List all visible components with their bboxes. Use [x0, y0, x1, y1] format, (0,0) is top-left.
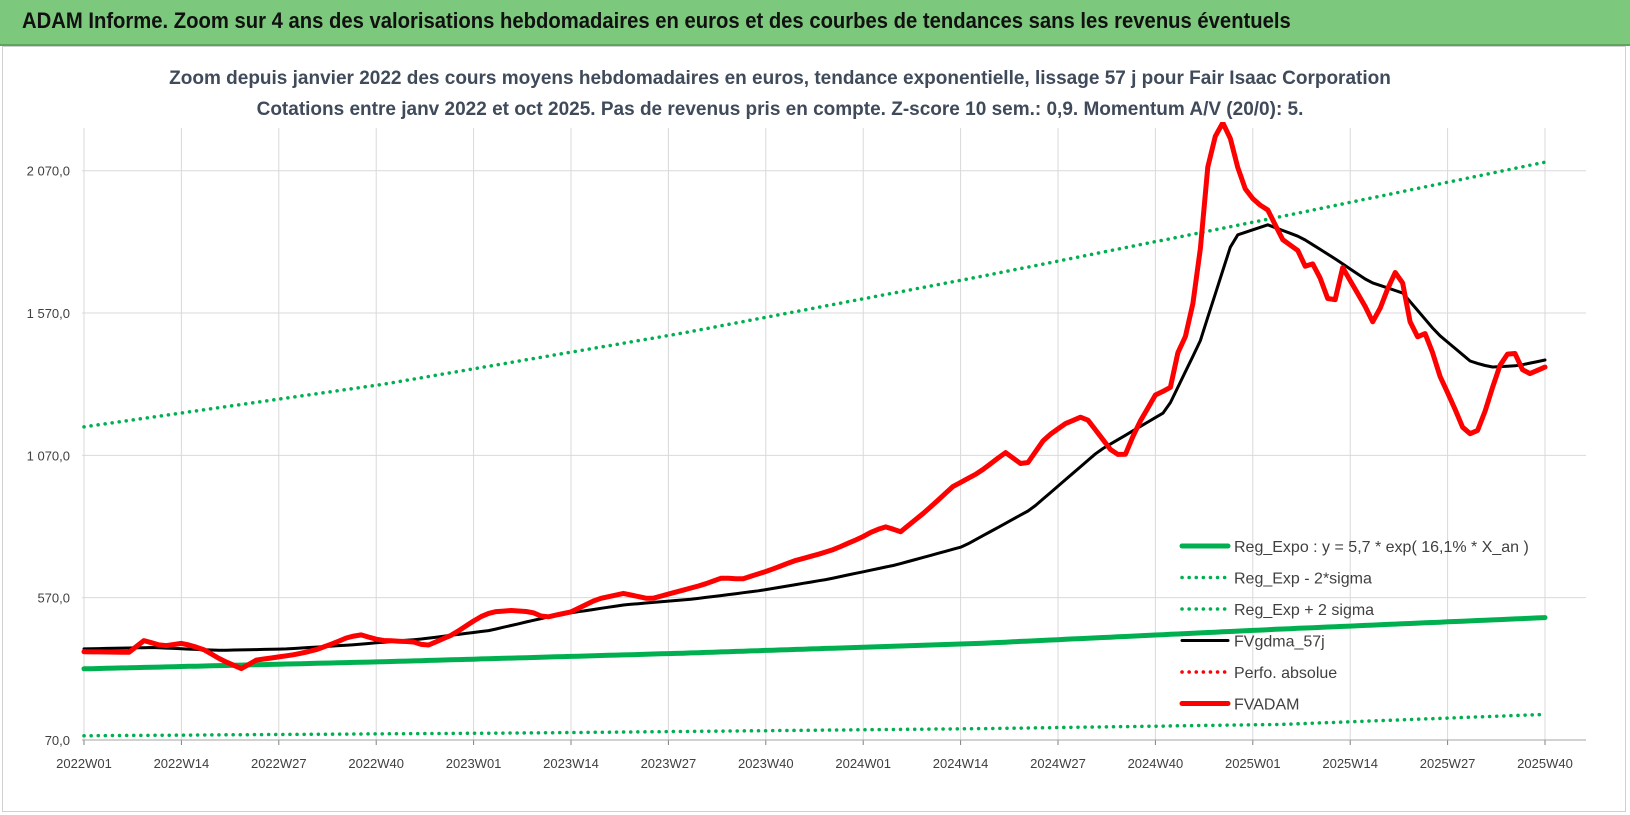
x-tick-label: 2023W01	[446, 756, 502, 771]
header-bar: ADAM Informe. Zoom sur 4 ans des valoris…	[0, 0, 1630, 46]
series-line-fvadam	[81, 122, 1548, 672]
chart-title: Zoom depuis janvier 2022 des cours moyen…	[169, 68, 1391, 89]
x-tick-label: 2024W01	[835, 756, 891, 771]
legend-label: Reg_Expo : y = 5,7 * exp( 16,1% * X_an )	[1234, 539, 1529, 556]
y-tick-label: 570,0	[37, 591, 70, 606]
x-tick-label: 2025W14	[1322, 756, 1378, 771]
y-tick-label: 1 570,0	[27, 306, 70, 321]
series-line-reg-expo-y-5-7-exp-16-1-x-an	[81, 615, 1548, 672]
x-tick-label: 2025W40	[1517, 756, 1573, 771]
y-tick-label: 1 070,0	[27, 448, 70, 463]
y-tick-label: 2 070,0	[27, 164, 70, 179]
x-tick-label: 2023W40	[738, 756, 794, 771]
x-tick-label: 2023W27	[641, 756, 697, 771]
legend-label: FVADAM	[1234, 697, 1299, 714]
chart-subtitle: Cotations entre janv 2022 et oct 2025. P…	[257, 99, 1304, 120]
x-tick-label: 2024W27	[1030, 756, 1086, 771]
axes: 70,0 570,0 1 070,0 1 570,0 2 070,0 2022W01 202…	[27, 164, 1586, 771]
x-tick-label: 2024W14	[933, 756, 989, 771]
legend-label: Perfo. absolue	[1234, 665, 1337, 682]
x-tick-label: 2023W14	[543, 756, 599, 771]
legend-label: FVgdma_57j	[1234, 634, 1325, 651]
page-title: ADAM Informe. Zoom sur 4 ans des valoris…	[22, 8, 1291, 33]
x-tick-label: 2022W14	[154, 756, 210, 771]
x-tick-label: 2022W01	[56, 756, 112, 771]
x-tick-label: 2024W40	[1128, 756, 1184, 771]
legend-label: Reg_Exp + 2 sigma	[1234, 602, 1374, 619]
series	[81, 122, 1548, 738]
chart-frame	[2, 46, 1626, 812]
x-tick-label: 2025W27	[1420, 756, 1476, 771]
series-line-reg-exp-2-sigma	[82, 712, 1547, 738]
legend-label: Reg_Exp - 2*sigma	[1234, 571, 1372, 588]
x-tick-label: 2022W40	[348, 756, 404, 771]
x-tick-label: 2025W01	[1225, 756, 1281, 771]
legend: Reg_Expo : y = 5,7 * exp( 16,1% * X_an )…	[1179, 539, 1529, 714]
y-tick-label: 70,0	[45, 733, 70, 748]
x-tick-label: 2022W27	[251, 756, 307, 771]
series-line-reg-exp-2-sigma	[82, 160, 1547, 429]
grid	[82, 128, 1586, 741]
